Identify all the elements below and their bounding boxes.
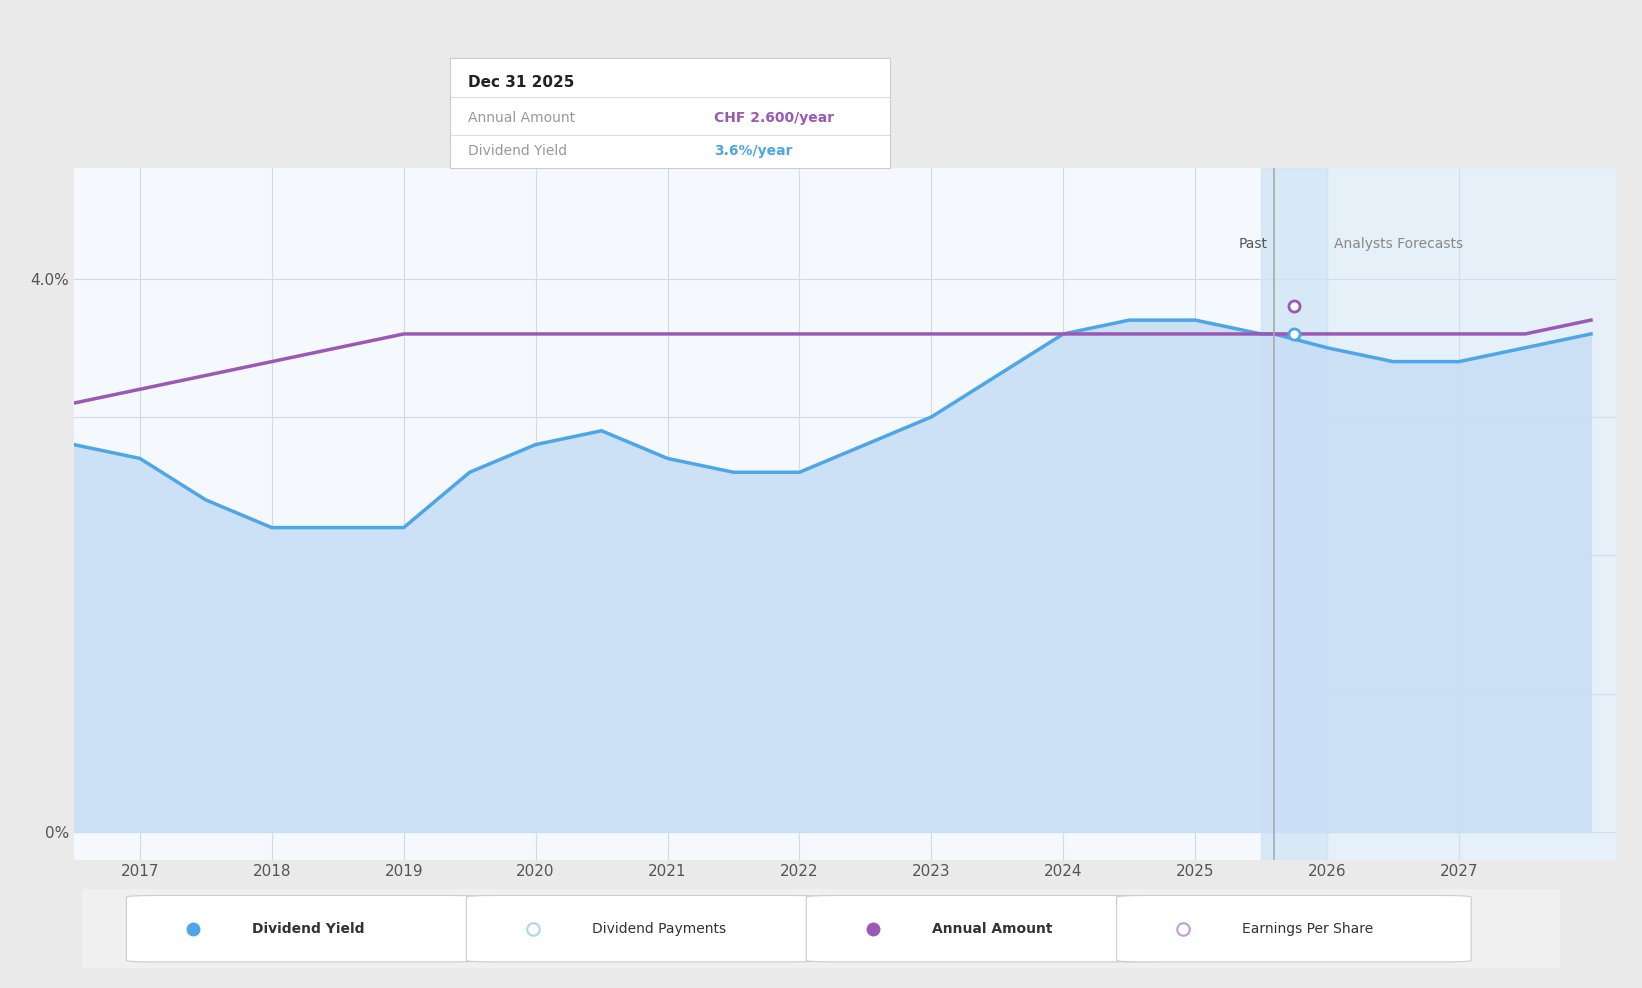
Text: Dividend Yield: Dividend Yield — [468, 144, 566, 158]
Text: Dec 31 2025: Dec 31 2025 — [468, 74, 575, 90]
Text: Annual Amount: Annual Amount — [933, 922, 1053, 936]
FancyBboxPatch shape — [466, 895, 821, 962]
Text: Annual Amount: Annual Amount — [468, 111, 575, 124]
FancyBboxPatch shape — [806, 895, 1161, 962]
Text: Dividend Yield: Dividend Yield — [253, 922, 365, 936]
FancyBboxPatch shape — [126, 895, 481, 962]
Text: Earnings Per Share: Earnings Per Share — [1243, 922, 1373, 936]
Bar — [1327, 168, 1617, 860]
Text: Past: Past — [1238, 237, 1268, 251]
Text: Dividend Payments: Dividend Payments — [593, 922, 726, 936]
FancyBboxPatch shape — [1117, 895, 1471, 962]
Bar — [1261, 168, 1327, 860]
Text: CHF 2.600/year: CHF 2.600/year — [714, 111, 834, 124]
Text: 3.6%/year: 3.6%/year — [714, 144, 793, 158]
Text: Analysts Forecasts: Analysts Forecasts — [1333, 237, 1463, 251]
